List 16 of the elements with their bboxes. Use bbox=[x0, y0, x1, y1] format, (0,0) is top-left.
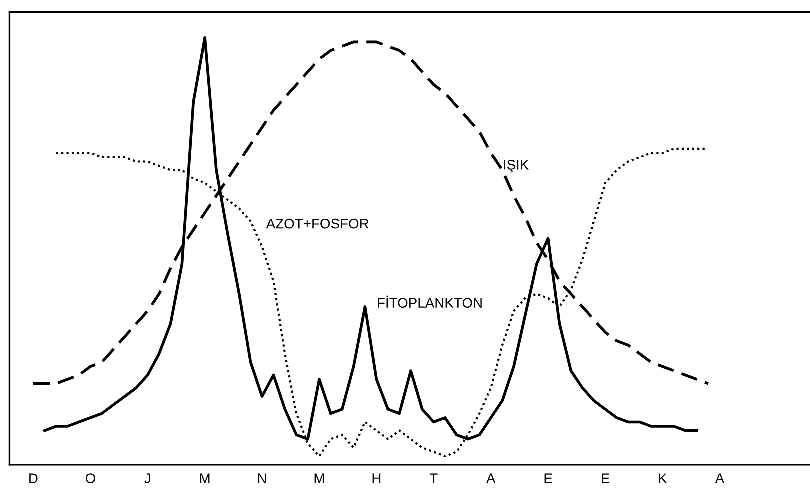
x-tick-label: A bbox=[486, 474, 496, 484]
x-tick-label: J bbox=[144, 474, 150, 484]
annotation: IŞIK bbox=[504, 160, 529, 173]
x-tick-label: H bbox=[372, 474, 381, 484]
x-tick-label: E bbox=[544, 474, 552, 484]
x-tick-label: E bbox=[602, 474, 610, 484]
x-tick-label: A bbox=[715, 474, 725, 484]
x-tick-label: K bbox=[659, 474, 668, 484]
x-tick-label: M bbox=[314, 474, 324, 484]
annotation: FİTOPLANKTON bbox=[378, 296, 482, 308]
annotation: AZOT+FOSFOR bbox=[266, 218, 369, 229]
x-tick-label: N bbox=[258, 474, 266, 484]
x-tick-label: T bbox=[430, 474, 438, 484]
x-tick-label: M bbox=[200, 474, 210, 484]
x-tick-label: D bbox=[30, 474, 38, 484]
x-tick-label: O bbox=[86, 474, 96, 484]
